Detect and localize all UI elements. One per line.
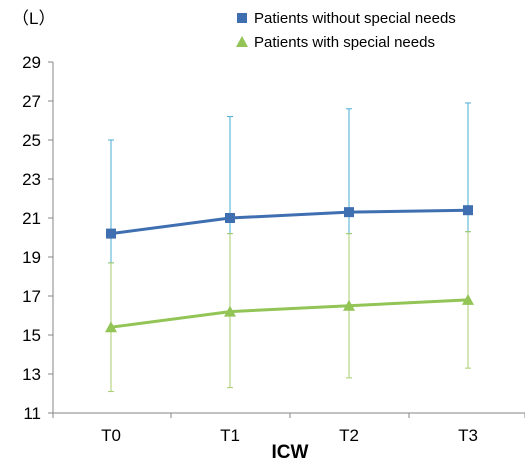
x-tick-label: T1 xyxy=(220,426,240,445)
y-tick-label: 29 xyxy=(22,53,41,72)
data-point-series-1 xyxy=(106,228,116,239)
y-tick-label: 17 xyxy=(22,287,41,306)
data-point-series-1 xyxy=(344,207,354,218)
data-point-series-2 xyxy=(224,305,236,317)
unit-label: （L） xyxy=(12,9,55,28)
data-point-series-1 xyxy=(225,213,235,223)
x-axis-title: ICW xyxy=(272,442,309,463)
legend-marker-1 xyxy=(237,13,247,23)
data-point-series-1 xyxy=(463,205,473,216)
y-tick-label: 21 xyxy=(22,209,41,228)
data-point-series-2 xyxy=(462,293,474,305)
legend-label-2: Patients with special needs xyxy=(254,34,435,51)
series-markers xyxy=(105,205,474,333)
series-lines xyxy=(110,208,469,329)
y-tick-label: 25 xyxy=(22,131,41,150)
data-point-series-2 xyxy=(105,321,117,333)
data-point-series-2 xyxy=(343,299,355,311)
y-tick-label: 23 xyxy=(22,170,41,189)
series-line-2 xyxy=(110,298,469,329)
y-tick-label: 15 xyxy=(22,326,41,345)
axes: 11 13 15 17 19 21 23 25 27 29 T0 T1 T2 T3 xyxy=(22,53,525,445)
error-bars xyxy=(108,102,471,393)
legend-marker-2 xyxy=(236,36,248,47)
legend: Patients without special needs Patients w… xyxy=(236,10,456,51)
axis-labels: （L） ICW xyxy=(12,9,309,463)
y-tick-label: 19 xyxy=(22,248,41,267)
x-tick-label: T3 xyxy=(458,426,478,445)
y-tick-label: 27 xyxy=(22,92,41,111)
series-line-1 xyxy=(110,208,469,236)
x-tick-label: T0 xyxy=(101,426,121,445)
legend-label-1: Patients without special needs xyxy=(254,10,456,27)
y-tick-label: 11 xyxy=(23,404,41,423)
y-tick-label: 13 xyxy=(22,365,41,384)
x-tick-label: T2 xyxy=(339,426,359,445)
